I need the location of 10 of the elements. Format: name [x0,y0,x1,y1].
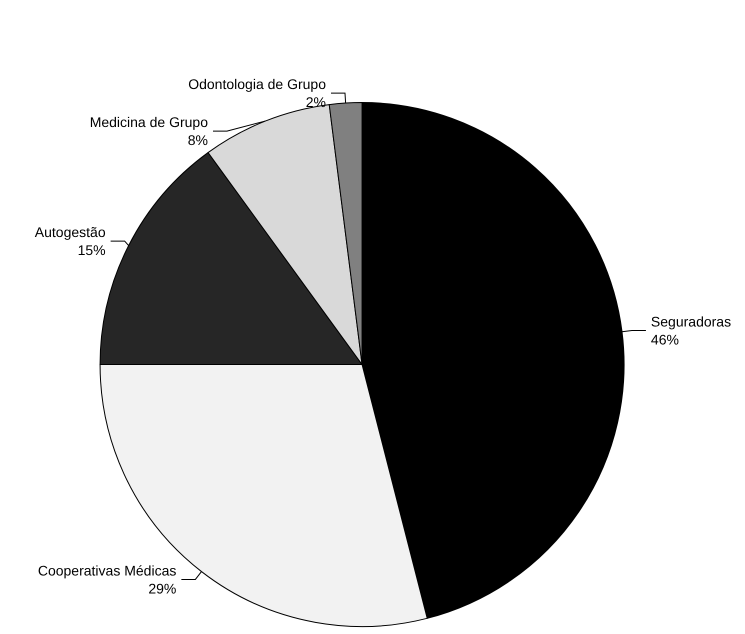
slice-label: Medicina de Grupo [90,114,208,130]
slice-label: Autogestão [34,224,106,240]
data-label: 8% [188,132,208,148]
data-label: 46% [650,331,679,348]
data-label: 15% [78,242,106,258]
data-label: 2% [306,94,326,110]
data-label: 29% [148,580,176,596]
slice-label: Seguradoras [650,313,732,330]
slice-label: Odontologia de Grupo [188,76,326,92]
slice-label: Cooperativas Médicas [38,562,176,578]
